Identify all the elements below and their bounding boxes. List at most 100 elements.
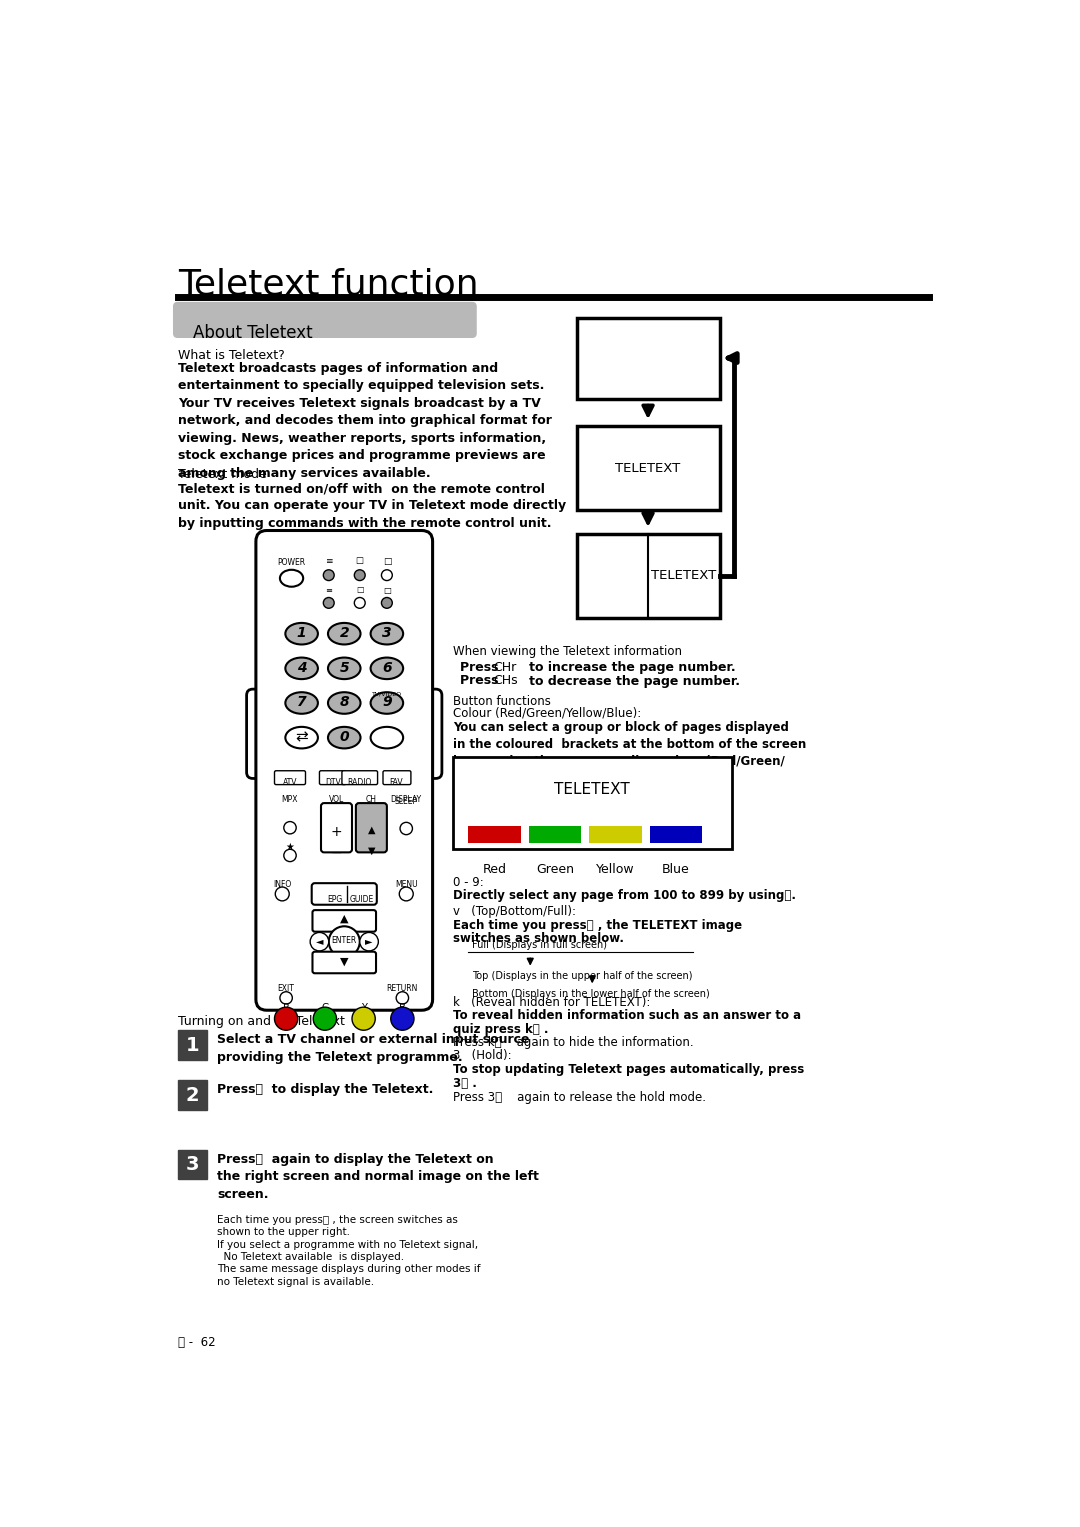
Text: TELETEXT: TELETEXT bbox=[616, 461, 680, 475]
Text: The same message displays during other modes if: The same message displays during other m… bbox=[217, 1264, 481, 1275]
Bar bbox=[453, 757, 732, 849]
Circle shape bbox=[274, 1008, 298, 1031]
Text: Teletext is turned on/off with  on the remote control
unit. You can operate your: Teletext is turned on/off with on the re… bbox=[177, 483, 566, 530]
Ellipse shape bbox=[328, 658, 361, 680]
Circle shape bbox=[284, 822, 296, 834]
Text: v   (Top/Bottom/Full):: v (Top/Bottom/Full): bbox=[453, 904, 576, 918]
Text: 4: 4 bbox=[297, 661, 307, 675]
Text: Bottom (Displays in the lower half of the screen): Bottom (Displays in the lower half of th… bbox=[472, 988, 710, 999]
Text: □: □ bbox=[383, 586, 391, 596]
Text: Press 3㎡    again to release the hold mode.: Press 3㎡ again to release the hold mode. bbox=[453, 1092, 705, 1104]
Text: 3㎡ .: 3㎡ . bbox=[453, 1077, 476, 1090]
Circle shape bbox=[328, 927, 360, 957]
Ellipse shape bbox=[328, 692, 361, 713]
Text: Press㎡  to display the Teletext.: Press㎡ to display the Teletext. bbox=[217, 1083, 433, 1096]
Text: To reveal hidden information such as an answer to a: To reveal hidden information such as an … bbox=[453, 1009, 801, 1022]
Circle shape bbox=[310, 933, 328, 951]
Text: TELETEXT: TELETEXT bbox=[554, 782, 630, 797]
Text: Y: Y bbox=[361, 1003, 366, 1014]
Ellipse shape bbox=[328, 727, 361, 748]
Text: EXIT: EXIT bbox=[278, 983, 295, 993]
Text: 3: 3 bbox=[382, 626, 392, 640]
Text: ≡: ≡ bbox=[325, 586, 333, 596]
Text: ENTER: ENTER bbox=[332, 936, 356, 945]
FancyBboxPatch shape bbox=[274, 771, 306, 785]
Text: 7: 7 bbox=[297, 695, 307, 709]
Text: 1: 1 bbox=[297, 626, 307, 640]
Ellipse shape bbox=[328, 623, 361, 644]
Text: CHs: CHs bbox=[494, 675, 517, 687]
Text: Press㎡  again to display the Teletext on
the right screen and normal image on th: Press㎡ again to display the Teletext on … bbox=[217, 1153, 539, 1200]
FancyBboxPatch shape bbox=[246, 689, 278, 779]
Text: No Teletext available  is displayed.: No Teletext available is displayed. bbox=[217, 1252, 404, 1261]
FancyBboxPatch shape bbox=[383, 771, 410, 785]
Text: ★: ★ bbox=[285, 841, 295, 852]
Bar bbox=[577, 533, 720, 618]
Circle shape bbox=[381, 570, 392, 580]
Text: MENU: MENU bbox=[395, 880, 418, 889]
Circle shape bbox=[275, 887, 289, 901]
Text: ☐: ☐ bbox=[356, 586, 364, 596]
Bar bbox=[177, 1080, 207, 1110]
Circle shape bbox=[391, 1008, 414, 1031]
FancyBboxPatch shape bbox=[312, 910, 376, 931]
Text: Press: Press bbox=[460, 661, 503, 673]
Text: ▼: ▼ bbox=[340, 957, 349, 967]
Text: DISPLAY: DISPLAY bbox=[391, 796, 422, 805]
Text: □: □ bbox=[382, 557, 391, 565]
Bar bbox=[649, 826, 702, 843]
Circle shape bbox=[354, 597, 365, 608]
Text: What is Teletext?: What is Teletext? bbox=[177, 348, 284, 362]
Bar bbox=[529, 826, 581, 843]
Text: Directly select any page from 100 to 899 by using㎡.: Directly select any page from 100 to 899… bbox=[453, 889, 796, 902]
Circle shape bbox=[323, 597, 334, 608]
Text: Button functions: Button functions bbox=[453, 695, 551, 709]
Text: RETURN: RETURN bbox=[387, 983, 418, 993]
Circle shape bbox=[284, 849, 296, 861]
Text: R: R bbox=[283, 1003, 289, 1014]
Text: POWER: POWER bbox=[278, 559, 306, 567]
Text: no Teletext signal is available.: no Teletext signal is available. bbox=[217, 1277, 375, 1287]
FancyBboxPatch shape bbox=[410, 689, 442, 779]
Ellipse shape bbox=[285, 658, 318, 680]
Text: RADIO: RADIO bbox=[348, 779, 372, 788]
Text: ≡: ≡ bbox=[325, 557, 333, 565]
Ellipse shape bbox=[285, 727, 318, 748]
FancyBboxPatch shape bbox=[312, 951, 376, 973]
Text: G: G bbox=[321, 1003, 328, 1014]
Text: TV/VIDEO: TV/VIDEO bbox=[372, 692, 402, 696]
Circle shape bbox=[400, 887, 414, 901]
Text: k   (Reveal hidden for TELETEXT):: k (Reveal hidden for TELETEXT): bbox=[453, 996, 650, 1009]
Text: Full (Displays in full screen): Full (Displays in full screen) bbox=[472, 941, 607, 950]
Bar bbox=[177, 1031, 207, 1060]
Text: ⇄: ⇄ bbox=[295, 730, 308, 744]
Text: Green: Green bbox=[536, 863, 575, 876]
Ellipse shape bbox=[285, 623, 318, 644]
Text: ►: ► bbox=[365, 936, 373, 945]
Text: 1: 1 bbox=[186, 1037, 199, 1055]
Text: Press k㎡    again to hide the information.: Press k㎡ again to hide the information. bbox=[453, 1037, 693, 1049]
Circle shape bbox=[280, 991, 293, 1005]
FancyBboxPatch shape bbox=[320, 771, 346, 785]
Text: GUIDE: GUIDE bbox=[349, 895, 374, 904]
Bar bbox=[577, 318, 720, 399]
Circle shape bbox=[313, 1008, 337, 1031]
Circle shape bbox=[400, 823, 413, 835]
Text: 0: 0 bbox=[339, 730, 349, 744]
Text: TELETEXT: TELETEXT bbox=[651, 570, 716, 582]
Text: To stop updating Teletext pages automatically, press: To stop updating Teletext pages automati… bbox=[453, 1063, 804, 1077]
Text: to decrease the page number.: to decrease the page number. bbox=[516, 675, 740, 687]
Bar bbox=[469, 826, 521, 843]
Text: Teletext function: Teletext function bbox=[177, 267, 478, 302]
Text: 3   (Hold):: 3 (Hold): bbox=[453, 1049, 511, 1063]
Text: ▼: ▼ bbox=[367, 846, 375, 855]
Text: switches as shown below.: switches as shown below. bbox=[453, 933, 624, 945]
Bar bbox=[577, 426, 720, 510]
Circle shape bbox=[381, 597, 392, 608]
Bar bbox=[177, 1150, 207, 1179]
Text: 2: 2 bbox=[339, 626, 349, 640]
Text: Press: Press bbox=[460, 675, 503, 687]
Text: 3: 3 bbox=[186, 1156, 199, 1174]
Circle shape bbox=[360, 933, 378, 951]
Text: ◄: ◄ bbox=[315, 936, 323, 945]
